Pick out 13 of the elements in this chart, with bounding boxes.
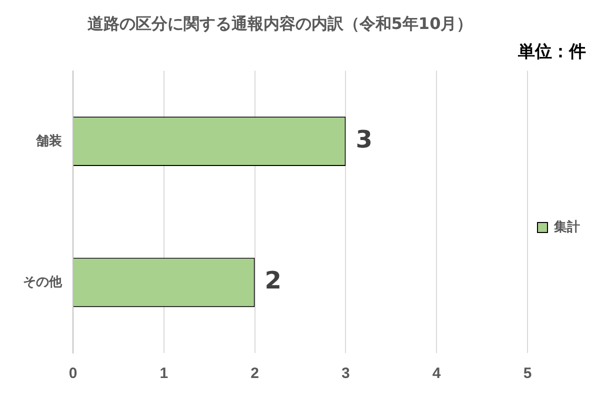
x-tick-label: 2: [250, 365, 259, 382]
text: 単位：件: [518, 41, 586, 63]
y-tick-label: その他: [23, 274, 63, 290]
data-label: 2: [264, 266, 282, 295]
chart-title: 道路の区分に関する通報内容の内訳（令和5年10月）: [86, 14, 474, 35]
x-tick-label: 0: [68, 365, 78, 382]
data-label: 3: [356, 126, 372, 154]
x-tick-label: 1: [160, 365, 168, 382]
x-tick-label: 4: [432, 365, 442, 382]
x-tick-label: 5: [523, 365, 532, 382]
legend-label: 集計: [553, 219, 580, 234]
y-tick-label: 舗装: [35, 132, 62, 148]
x-tick-label: 3: [342, 365, 350, 382]
